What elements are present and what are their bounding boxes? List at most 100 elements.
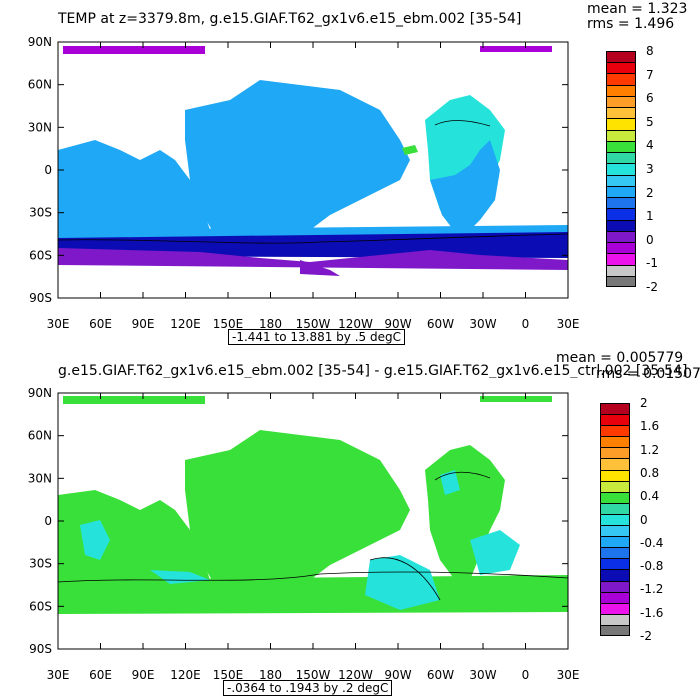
colorbar-swatch — [606, 208, 636, 220]
colorbar-swatch — [606, 140, 636, 153]
colorbar-outline — [606, 51, 636, 287]
colorbar-swatch — [600, 613, 630, 625]
lat-tick-label: 90S — [29, 642, 52, 656]
colorbar-swatch — [606, 219, 636, 231]
colorbar-swatch — [606, 264, 636, 276]
colorbar-swatch — [600, 513, 630, 526]
lon-tick-label: 180 — [259, 317, 282, 331]
colorbar-label: 1.6 — [640, 419, 660, 434]
map-title-1: TEMP at z=3379.8m, g.e15.GIAF.T62_gx1v6.… — [58, 11, 522, 27]
colorbar-2 — [600, 403, 630, 636]
lat-tick-label: 60S — [29, 599, 52, 613]
map-panel-2 — [57, 392, 569, 650]
mean-label-1: mean = 1.323 — [587, 1, 688, 17]
lon-tick-label: 30E — [557, 317, 580, 331]
colorbar-swatch — [606, 275, 636, 287]
colorbar-swatch — [600, 569, 630, 581]
colorbar-label: 0.8 — [640, 465, 660, 480]
lat-tick-label: 30N — [28, 120, 52, 134]
colorbar-swatch — [606, 163, 636, 175]
colorbar-label: 2 — [646, 185, 654, 200]
colorbar-swatch — [606, 197, 636, 209]
colorbar-label: -0.8 — [640, 559, 664, 574]
colorbar-swatch — [600, 414, 630, 426]
lat-tick-label: 90N — [28, 35, 52, 49]
colorbar-label: -0.4 — [640, 535, 664, 550]
colorbar-swatch — [606, 152, 636, 164]
map-axes: 90N 60N 30N 0 30S 60S 90S 30E 60E 90E 120E 150E 180 1… — [28, 35, 580, 682]
colorbar-label: -2 — [646, 280, 658, 294]
lon-tick-label: 60E — [89, 668, 112, 682]
colorbar-swatch — [606, 253, 636, 265]
lon-tick-label: 60W — [427, 317, 454, 331]
colorbar-label: 2 — [640, 396, 648, 410]
colorbar-swatch — [606, 242, 636, 254]
lon-tick-label: 60E — [89, 317, 112, 331]
colorbar-swatch — [600, 624, 630, 636]
colorbar-label: 4 — [646, 138, 654, 153]
colorbar-label: 3 — [646, 162, 654, 176]
contour-range-label-2: -.0364 to .1943 by .2 degC — [223, 680, 393, 696]
lon-tick-label: 30E — [557, 668, 580, 682]
lat-tick-label: 0 — [44, 163, 52, 177]
lon-tick-label: 120W — [338, 317, 373, 331]
lat-tick-label: 90S — [29, 291, 52, 305]
colorbar-swatch — [600, 547, 630, 559]
lon-tick-label: 30W — [469, 317, 496, 331]
colorbar-swatch — [606, 73, 636, 85]
colorbar-swatch — [600, 525, 630, 537]
colorbar-outline — [600, 403, 630, 636]
colorbar-label: 1 — [646, 209, 654, 224]
lon-tick-label: 30E — [47, 317, 70, 331]
colorbar-swatch — [600, 469, 630, 481]
rms-label-1: rms = 1.496 — [587, 16, 675, 32]
colorbar-label: 7 — [646, 67, 654, 82]
lon-tick-label: 90W — [384, 317, 411, 331]
lon-tick-label: 120W — [338, 668, 373, 682]
lat-tick-label: 90N — [28, 386, 52, 400]
lat-tick-label: 0 — [44, 514, 52, 528]
colorbar-swatch — [606, 95, 636, 108]
colorbar-1 — [606, 51, 636, 287]
lon-tick-label: 90E — [132, 317, 155, 331]
lon-tick-label: 150W — [296, 317, 331, 331]
colorbar-label: -1.6 — [640, 605, 664, 620]
lon-tick-label: 150E — [213, 317, 244, 331]
ocean-field-1 — [58, 46, 568, 276]
lat-tick-label: 30N — [28, 471, 52, 485]
lon-tick-label: 60W — [427, 668, 454, 682]
lon-tick-label: 150W — [296, 668, 331, 682]
lon-tick-label: 30W — [469, 668, 496, 682]
lat-tick-label: 30S — [29, 206, 52, 220]
colorbar-swatch — [600, 458, 630, 470]
colorbar-label: -1 — [646, 256, 658, 271]
colorbar-swatch — [600, 491, 630, 503]
colorbar-label: -2 — [640, 629, 652, 643]
lon-tick-label: 120E — [170, 317, 201, 331]
colorbar-label: 0 — [646, 232, 654, 247]
ocean-field-2 — [58, 396, 568, 614]
colorbar-label: 6 — [646, 91, 654, 106]
colorbar-swatch — [600, 480, 630, 492]
lon-tick-label: 180 — [259, 668, 282, 682]
colorbar-label: 8 — [646, 44, 654, 58]
colorbar-label: 5 — [646, 114, 654, 129]
colorbar-swatch — [606, 107, 636, 119]
lon-tick-label: 90E — [132, 668, 155, 682]
mean-label-2: mean = 0.005779 — [556, 350, 684, 366]
colorbar-swatch — [600, 580, 630, 592]
colorbar-label: 1.2 — [640, 442, 660, 457]
lon-tick-label: 0 — [522, 668, 530, 682]
map-title-2: g.e15.GIAF.T62_gx1v6.e15_ebm.002 [35-54]… — [58, 364, 688, 378]
map-panel-1 — [57, 41, 569, 299]
colorbar-swatch — [606, 118, 636, 130]
colorbar-swatch — [606, 129, 636, 141]
lon-tick-label: 0 — [522, 317, 530, 331]
colorbar-swatch — [600, 536, 630, 548]
colorbar-swatch — [600, 558, 630, 570]
lon-tick-label: 150E — [213, 668, 244, 682]
lon-tick-label: 120E — [170, 668, 201, 682]
colorbar-swatch — [600, 447, 630, 459]
rms-label-2: rms = 0.01507 — [596, 366, 700, 382]
